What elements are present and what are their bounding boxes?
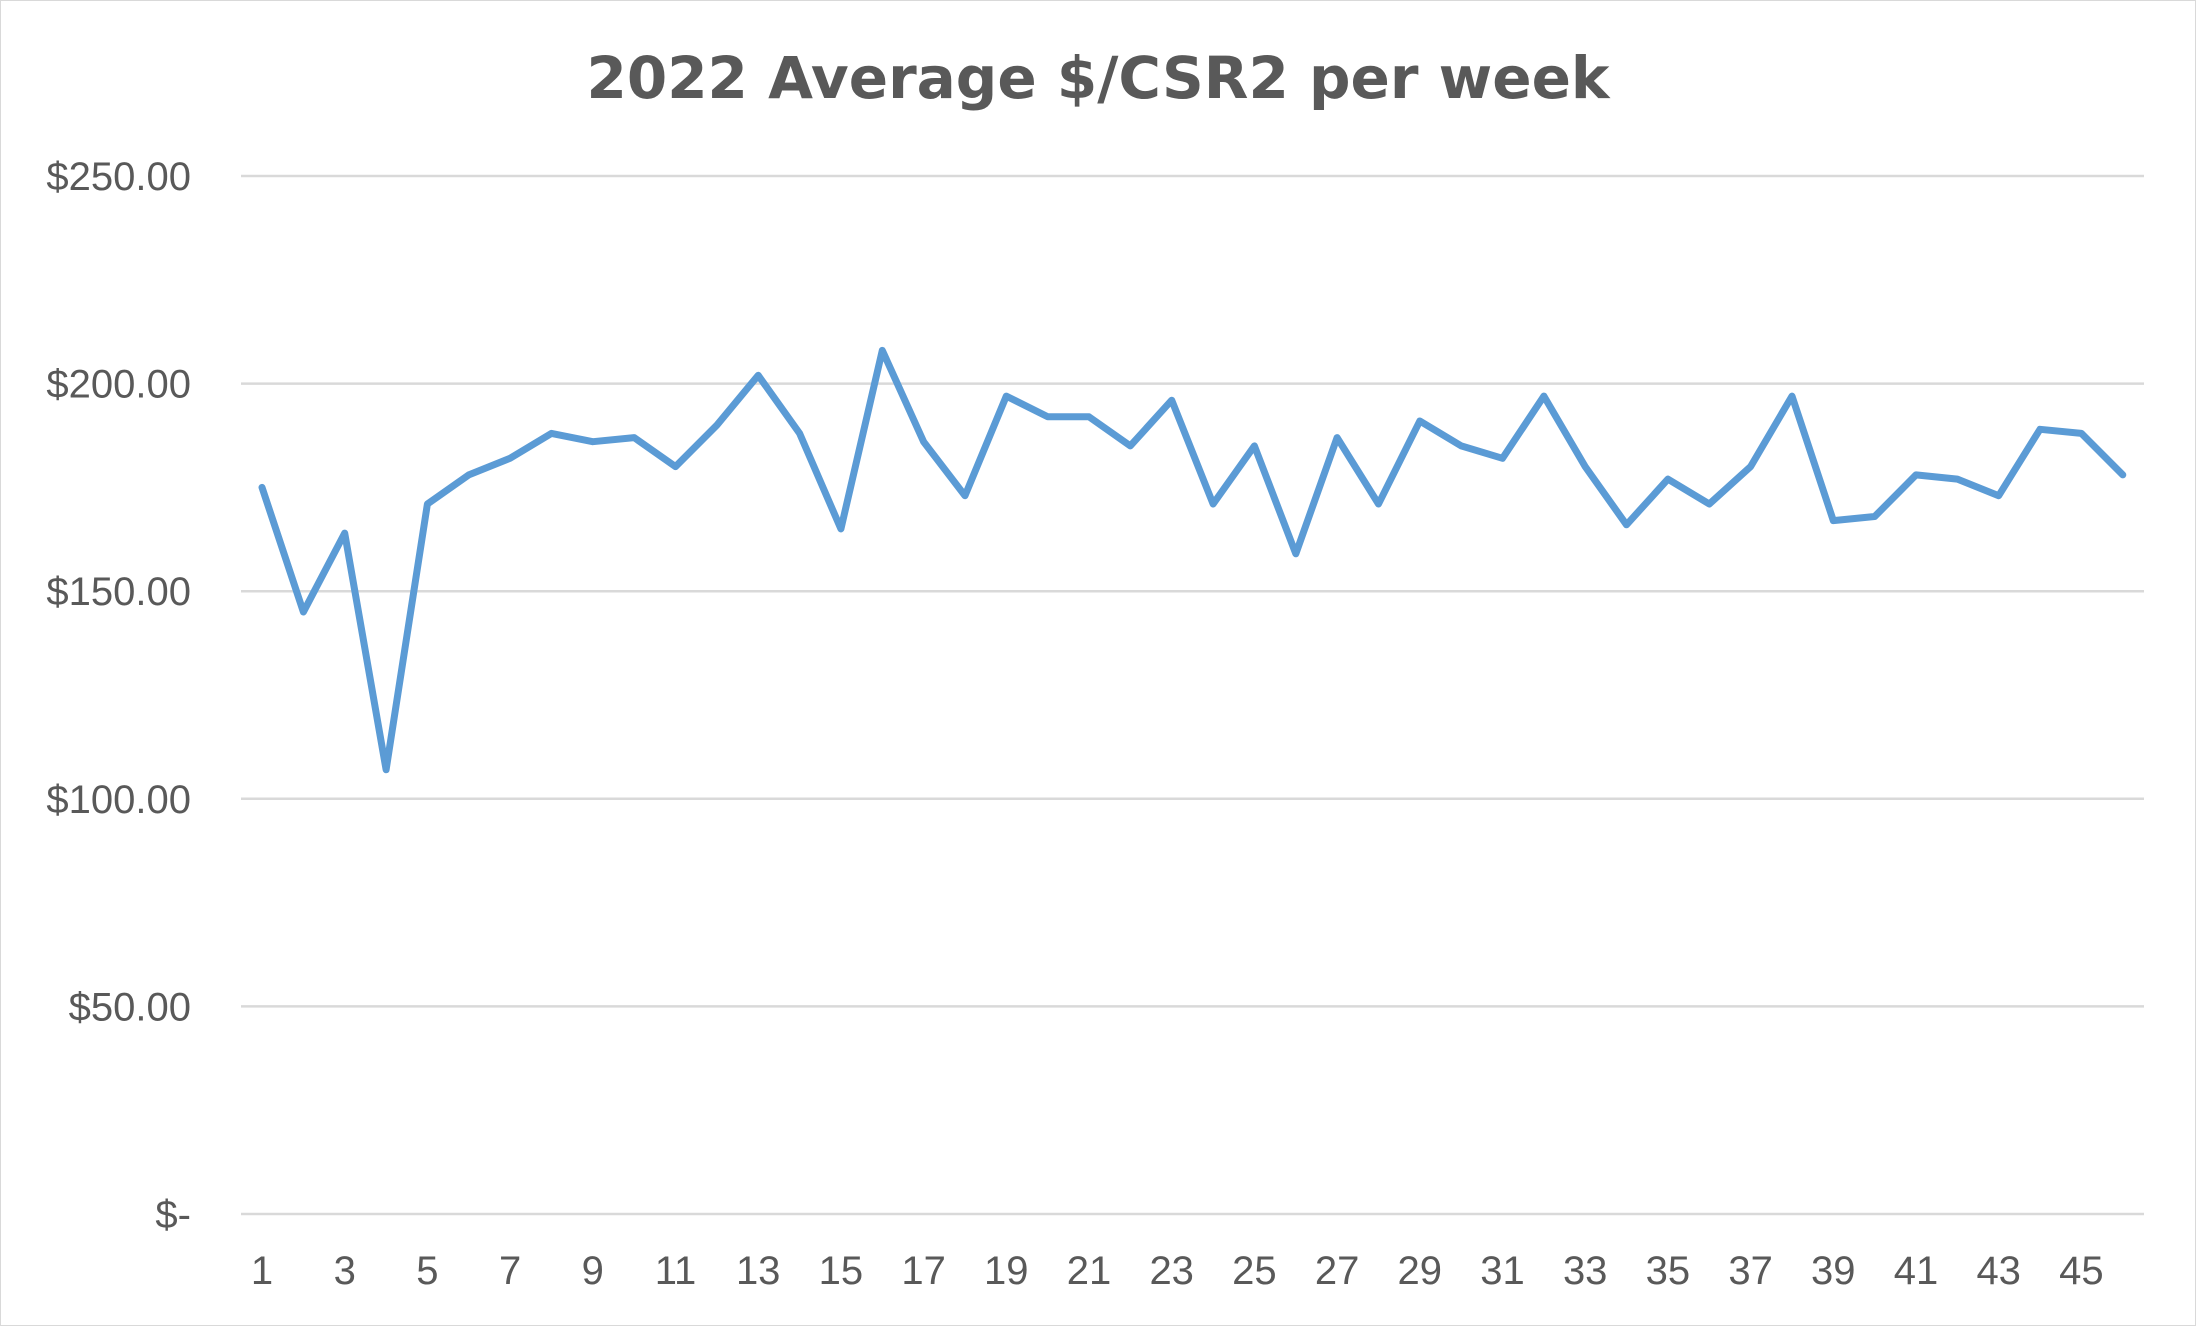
x-tick-label: 7	[499, 1249, 521, 1293]
x-tick-label: 45	[2059, 1249, 2104, 1293]
x-tick-label: 23	[1149, 1249, 1194, 1293]
x-tick-label: 39	[1811, 1249, 1856, 1293]
x-tick-label: 33	[1563, 1249, 1608, 1293]
y-tick-label: $150.00	[46, 570, 191, 614]
x-tick-label: 15	[819, 1249, 864, 1293]
x-tick-label: 27	[1315, 1249, 1360, 1293]
x-tick-label: 17	[901, 1249, 946, 1293]
x-tick-label: 35	[1646, 1249, 1691, 1293]
chart-title: 2022 Average $/CSR2 per week	[586, 44, 1610, 112]
x-tick-label: 11	[655, 1249, 697, 1293]
x-tick-label: 13	[736, 1249, 781, 1293]
series-layer	[258, 346, 2127, 774]
y-axis-ticks: $- $50.00 $100.00 $150.00 $200.00 $250.00	[46, 155, 191, 1237]
x-tick-label: 41	[1894, 1249, 1939, 1293]
x-tick-label: 5	[416, 1249, 438, 1293]
x-tick-label: 9	[582, 1249, 604, 1293]
x-tick-label: 29	[1398, 1249, 1443, 1293]
x-tick-label: 37	[1728, 1249, 1773, 1293]
x-tick-label: 21	[1067, 1249, 1112, 1293]
y-tick-label: $100.00	[46, 778, 191, 822]
x-tick-label: 25	[1232, 1249, 1277, 1293]
y-tick-label: $-	[155, 1193, 191, 1237]
y-tick-label: $250.00	[46, 155, 191, 199]
x-tick-label: 1	[251, 1249, 273, 1293]
gridlines	[241, 174, 2144, 1216]
x-tick-label: 3	[334, 1249, 356, 1293]
y-tick-label: $200.00	[46, 363, 191, 407]
x-tick-label: 19	[984, 1249, 1029, 1293]
x-axis-ticks: 1 3 5 7 9 11 13 15 17 19 21 23 25 27 29 31 33 35 37 39 41 43 4…	[251, 1249, 2104, 1293]
series-line	[258, 346, 2127, 774]
y-tick-label: $50.00	[69, 985, 191, 1029]
x-tick-label: 31	[1480, 1249, 1525, 1293]
x-tick-label: 43	[1976, 1249, 2021, 1293]
